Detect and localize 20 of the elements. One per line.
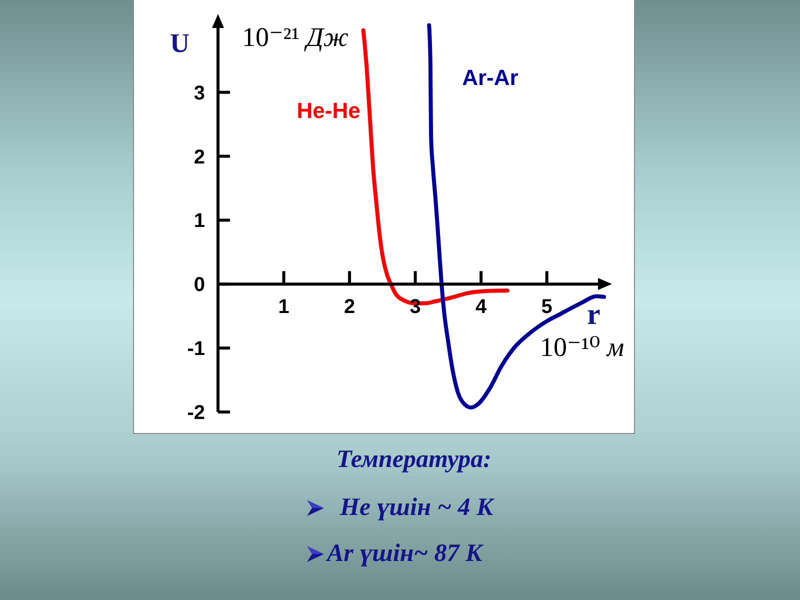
y-tick-label: 3 [194, 82, 205, 104]
text: He үшін ~ 4 K [340, 494, 494, 521]
text: Ar үшін~ 87 K [327, 540, 482, 567]
y-tick-label: 1 [194, 210, 205, 232]
x-tick-label: 2 [344, 296, 356, 318]
x-axis-title: r [587, 298, 600, 331]
x-tick-label: 4 [475, 296, 488, 318]
y-tick-label: -1 [187, 338, 205, 360]
y-tick-label: -2 [187, 402, 205, 424]
text: Температура: [336, 446, 492, 473]
annotation: 10⁻¹⁰ м [540, 332, 624, 362]
y-tick-label: 2 [194, 146, 205, 168]
annotation: 10⁻²¹ Дж [242, 22, 348, 52]
series-label: He-He [296, 98, 360, 124]
line-series [427, 23, 606, 410]
x-tick-label: 1 [278, 296, 290, 318]
series-label: Ar-Ar [462, 65, 518, 90]
x-tick-label: 5 [541, 296, 552, 318]
y-tick-label: 0 [194, 274, 205, 296]
y-axis-title: U [170, 28, 190, 58]
